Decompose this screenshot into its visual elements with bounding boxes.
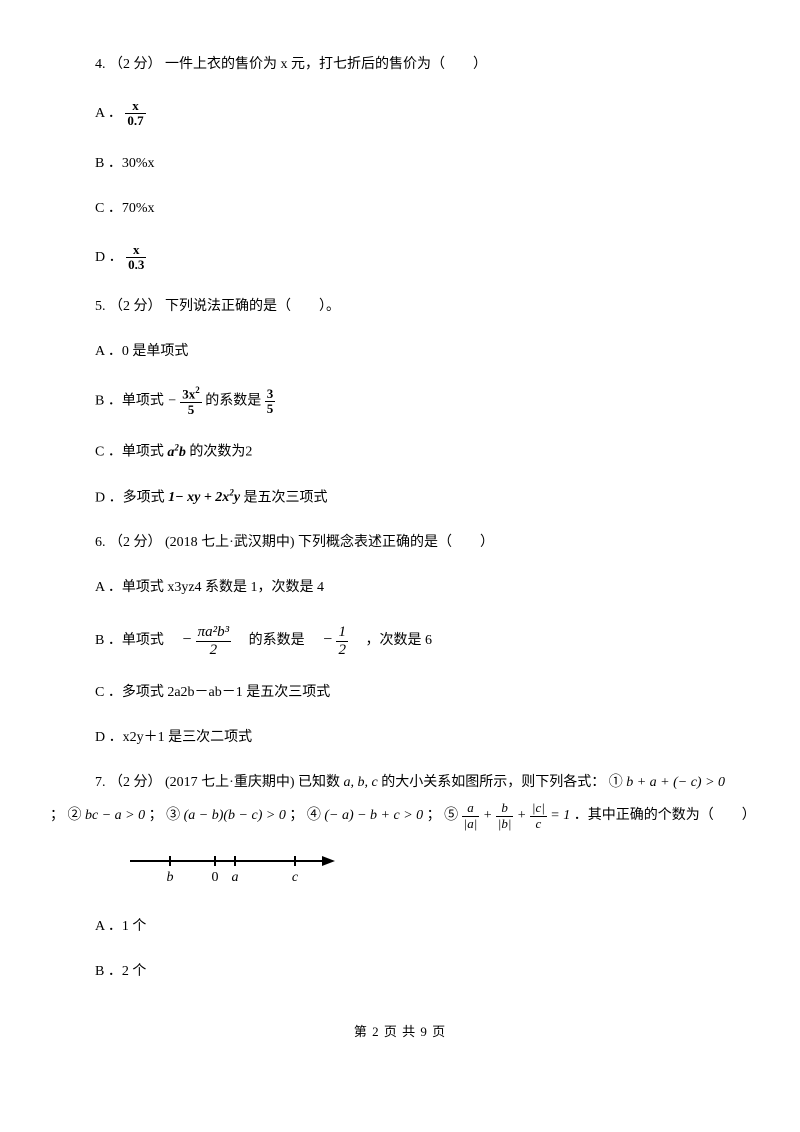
q7-text-b: 的大小关系如图所示，则下列各式：	[381, 775, 605, 790]
nl-c: c	[292, 870, 299, 885]
frac-den: 0.7	[125, 113, 145, 128]
number-line-diagram: b 0 a c	[130, 849, 340, 892]
page-footer: 第 2 页 共 9 页	[40, 1022, 760, 1042]
q7-text-a: 7. （2 分） (2017 七上·重庆期中) 已知数	[95, 775, 344, 790]
frac-num: 3x2	[180, 386, 202, 402]
q5-option-b: B ．单项式 − 3x2 5 的系数是 3 5	[95, 386, 760, 417]
nl-b: b	[167, 870, 174, 885]
frac-den: |a|	[462, 816, 480, 831]
q6-stem: 6. （2 分） (2018 七上·武汉期中) 下列概念表述正确的是（ ）	[95, 532, 760, 553]
q6-option-b: B ．单项式 − πa²b³ 2 的系数是 − 1 2 ，次数是 6	[95, 622, 760, 658]
expr-4: (− a) − b + c > 0	[324, 808, 423, 823]
frac-b-absb: b |b|	[496, 801, 514, 831]
frac-den: |b|	[496, 816, 514, 831]
q7-tail: ．其中正确的个数为（ ）	[574, 808, 756, 823]
q4-a-prefix: A ．	[95, 106, 122, 121]
circ-3: ③	[166, 808, 180, 823]
abc: a, b, c	[344, 775, 378, 790]
frac-den: 0.3	[126, 257, 146, 272]
minus-sign: −	[322, 631, 333, 648]
q7-stem-line2: ； ② bc − a > 0 ； ③ (a − b)(b − c) > 0 ； …	[50, 801, 760, 831]
q6-option-a: A ．单项式 x3yz4 系数是 1，次数是 4	[95, 577, 760, 598]
minus-sign: −	[181, 631, 192, 648]
q5-b-mid: 的系数是	[205, 394, 261, 409]
q6-option-d: D ．x2y＋1 是三次二项式	[95, 727, 760, 748]
frac-num: x	[126, 243, 146, 257]
q5-c-suffix: 的次数为2	[189, 445, 252, 460]
q7-stem-line1: 7. （2 分） (2017 七上·重庆期中) 已知数 a, b, c 的大小关…	[95, 772, 760, 793]
frac-num: b	[496, 801, 514, 815]
q6-b-suffix: ，次数是 6	[351, 633, 432, 648]
fraction-pia2b3-2: πa²b³ 2	[196, 624, 232, 658]
number-line-svg: b 0 a c	[130, 849, 340, 885]
q4-option-c: C ．70%x	[95, 198, 760, 219]
fraction-x-0.3: x 0.3	[126, 243, 146, 273]
frac-absc-c: |c| c	[530, 801, 547, 831]
nl-a: a	[232, 870, 239, 885]
frac-den: 2	[196, 641, 232, 659]
expr-3: (a − b)(b − c) > 0	[184, 808, 286, 823]
fraction-x-0.7: x 0.7	[125, 99, 145, 129]
frac-a-absa: a |a|	[462, 801, 480, 831]
q4-option-a: A ． x 0.7	[95, 99, 760, 129]
fraction-3x2-5: 3x2 5	[180, 386, 202, 417]
frac-num: 3	[265, 387, 276, 401]
fraction-3-5: 3 5	[265, 387, 276, 417]
q5-c-prefix: C ．单项式	[95, 445, 164, 460]
circ-1: ①	[609, 775, 623, 790]
mono-a2b: a2b	[167, 445, 186, 460]
q5-option-a: A ．0 是单项式	[95, 341, 760, 362]
q6-b-prefix: B ．单项式	[95, 633, 178, 648]
frac-den: 5	[265, 401, 276, 416]
plus: +	[483, 808, 492, 823]
q5-option-c: C ．单项式 a2b 的次数为2	[95, 441, 760, 463]
q7-option-b: B ．2 个	[95, 961, 760, 982]
frac-den: 2	[336, 641, 348, 659]
circ-2: ②	[68, 808, 82, 823]
sep: ；	[289, 808, 303, 823]
nl-0: 0	[212, 870, 219, 885]
frac-num: x	[125, 99, 145, 113]
sep: ；	[50, 808, 64, 823]
q4-option-d: D ． x 0.3	[95, 243, 760, 273]
q4-option-b: B ．30%x	[95, 153, 760, 174]
eq-1: = 1	[550, 808, 570, 823]
expr-2: bc − a > 0	[85, 808, 145, 823]
frac-num: |c|	[530, 801, 547, 815]
poly-1-xy-2x2y: 1− xy + 2x2y	[168, 490, 240, 505]
q4-d-prefix: D ．	[95, 250, 123, 265]
minus-sign: −	[167, 394, 176, 409]
circ-4: ④	[307, 808, 321, 823]
q5-d-suffix: 是五次三项式	[244, 490, 328, 505]
frac-den: c	[530, 816, 547, 831]
circ-5: ⑤	[444, 808, 458, 823]
frac-num: a	[462, 801, 480, 815]
frac-num: 1	[336, 624, 348, 641]
q5-b-prefix: B ．单项式	[95, 394, 164, 409]
sep: ；	[149, 808, 163, 823]
page-container: 4. （2 分） 一件上衣的售价为 x 元，打七折后的售价为（ ） A ． x …	[0, 0, 800, 1071]
q5-d-prefix: D ．多项式	[95, 490, 165, 505]
plus: +	[517, 808, 526, 823]
frac-den: 5	[180, 402, 202, 417]
sep: ；	[427, 808, 441, 823]
q7-option-a: A ．1 个	[95, 916, 760, 937]
expr-1: b + a + (− c) > 0	[626, 775, 725, 790]
q5-option-d: D ．多项式 1− xy + 2x2y 是五次三项式	[95, 487, 760, 509]
q5-stem: 5. （2 分） 下列说法正确的是（ ）。	[95, 296, 760, 317]
fraction-1-2: 1 2	[336, 624, 348, 658]
frac-num: πa²b³	[196, 624, 232, 641]
q6-option-c: C ．多项式 2a2b－ab－1 是五次三项式	[95, 682, 760, 703]
q4-stem: 4. （2 分） 一件上衣的售价为 x 元，打七折后的售价为（ ）	[95, 54, 760, 75]
q6-b-mid: 的系数是	[235, 633, 319, 648]
